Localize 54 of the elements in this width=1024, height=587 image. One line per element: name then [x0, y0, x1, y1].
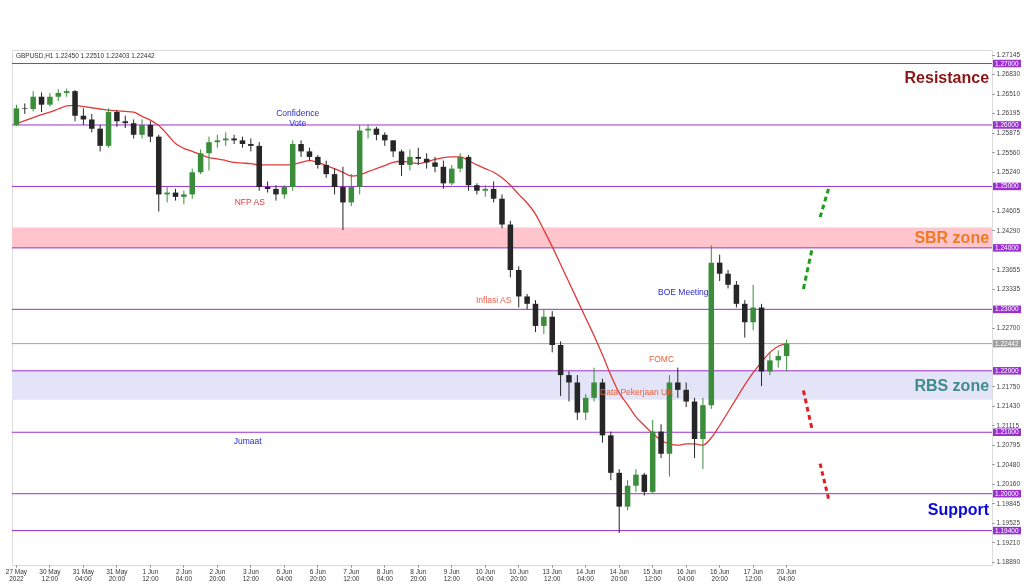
candlestick — [457, 152, 463, 173]
candlestick — [206, 136, 212, 171]
annotation: NFP AS — [234, 197, 266, 208]
candlestick — [340, 166, 346, 231]
annotation: SBR zone — [914, 229, 990, 247]
candlestick — [331, 168, 338, 195]
candlestick — [181, 190, 187, 205]
candlestick — [38, 91, 45, 113]
candlestick — [231, 134, 237, 145]
candlestick — [407, 149, 413, 171]
annotation: BOE Meeting — [658, 286, 709, 297]
candlestick — [675, 367, 681, 399]
candlestick — [398, 149, 405, 177]
candlestick — [532, 299, 539, 333]
candlestick — [624, 479, 631, 511]
candlestick — [474, 182, 480, 195]
annotation: Support — [927, 500, 990, 518]
annotation: RBS zone — [914, 376, 990, 394]
candlestick — [139, 118, 145, 139]
candlestick — [524, 293, 530, 310]
annotation: Inflasi AS — [475, 295, 512, 306]
candlestick — [716, 254, 723, 282]
annotation: Confidence Vote — [276, 108, 320, 129]
annotation: Resistance — [904, 69, 990, 87]
candlestick — [13, 104, 20, 127]
candlestick — [365, 124, 371, 139]
candlestick — [197, 149, 204, 175]
candlestick — [449, 164, 455, 186]
candlestick — [298, 139, 304, 158]
candlestick — [89, 113, 95, 133]
annotation: Jumaat — [233, 436, 263, 447]
candlestick — [750, 284, 756, 331]
candlestick — [683, 381, 689, 408]
candlestick — [566, 370, 572, 403]
candlestick — [189, 168, 196, 200]
candlestick — [147, 120, 154, 143]
candlestick — [30, 90, 36, 112]
candlestick — [733, 280, 740, 308]
candlestick — [432, 156, 438, 173]
candlestick — [22, 102, 28, 115]
candlestick — [582, 393, 589, 421]
candlestick — [767, 351, 773, 376]
candlestick — [658, 423, 664, 459]
candlestick — [633, 468, 639, 493]
candlestick — [725, 269, 731, 289]
candlestick — [273, 184, 279, 202]
annotation: FOMC — [649, 354, 675, 365]
candlestick — [742, 299, 748, 339]
candlestick — [490, 181, 497, 203]
candlestick — [130, 118, 137, 139]
candlestick — [541, 308, 547, 335]
candlestick — [114, 109, 120, 128]
candlestick — [591, 367, 597, 403]
candlestick — [97, 124, 103, 152]
